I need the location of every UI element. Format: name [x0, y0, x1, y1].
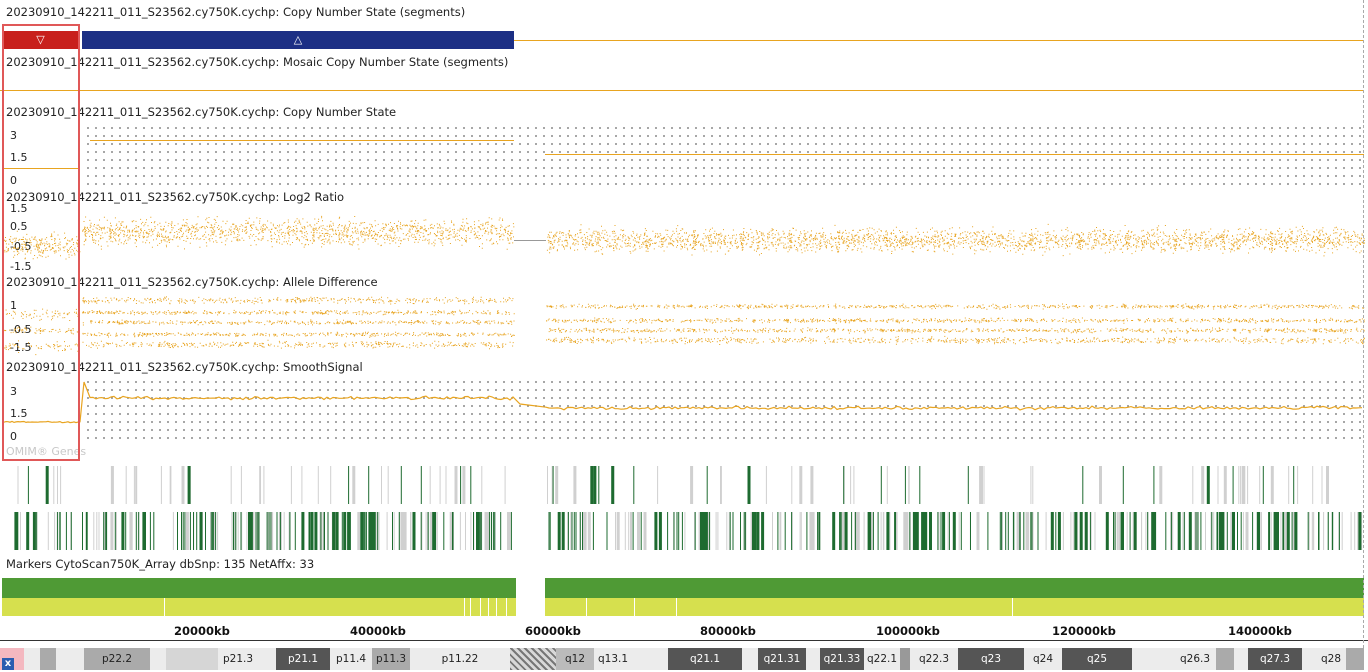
gene-track-bars [27, 466, 1295, 504]
ideogram-band[interactable]: p11.4 [330, 648, 372, 670]
close-icon[interactable]: x [2, 658, 14, 670]
ideogram-band[interactable] [56, 648, 84, 670]
ideogram-band[interactable]: q22.3 [910, 648, 958, 670]
ideogram-band[interactable]: p21.1 [276, 648, 330, 670]
ideogram-band[interactable]: p11.22 [410, 648, 510, 670]
ideogram-band[interactable]: q26.3 [1174, 648, 1216, 670]
ideogram-band[interactable] [1132, 648, 1174, 670]
log2-ratio-points [546, 223, 1365, 257]
ruler-label: 40000kb [350, 624, 406, 638]
ruler-label: 20000kb [174, 624, 230, 638]
marker-bar-dark [545, 578, 1364, 598]
log2-ratio-points [82, 215, 515, 250]
ideogram-band[interactable] [742, 648, 758, 670]
track-title-mosaic-segments: 20230910_142211_011_S23562.cy750K.cychp:… [6, 55, 509, 69]
markers-label: Markers CytoScan750K_Array dbSnp: 135 Ne… [6, 557, 315, 571]
ideogram-band[interactable]: q24 [1024, 648, 1062, 670]
cn-state-loss-line [4, 168, 78, 169]
ideogram-band[interactable]: q21.1 [668, 648, 742, 670]
ideogram-band[interactable] [1302, 648, 1316, 670]
ideogram-band[interactable]: q28 [1316, 648, 1346, 670]
ideogram-band[interactable] [40, 648, 56, 670]
allele-difference-points [546, 303, 1365, 345]
allele-axis-label: 1 [10, 299, 17, 312]
track-title-allele-difference: 20230910_142211_011_S23562.cy750K.cychp:… [6, 275, 378, 289]
cn-state-gain-line [90, 140, 514, 141]
marker-bar-light [545, 598, 1364, 616]
ideogram-band[interactable]: p11.3 [372, 648, 410, 670]
gene-track-bars [14, 512, 1362, 550]
allele-difference-points [82, 296, 515, 350]
ideogram-band[interactable] [24, 648, 40, 670]
track-title-cn-state: 20230910_142211_011_S23562.cy750K.cychp:… [6, 105, 397, 119]
allele-axis-label: -0.5 [10, 323, 32, 336]
track-title-smooth-signal: 20230910_142211_011_S23562.cy750K.cychp:… [6, 360, 363, 374]
track-title-cn-segments: 20230910_142211_011_S23562.cy750K.cychp:… [6, 5, 466, 19]
ideogram-centromere[interactable] [510, 648, 556, 670]
mosaic-baseline [0, 90, 1364, 91]
ideogram-band[interactable] [150, 648, 166, 670]
ruler-label: 60000kb [525, 624, 581, 638]
gene-track-bars [17, 466, 1329, 504]
ideogram-band[interactable] [1216, 648, 1234, 670]
smooth-axis-label: 0 [10, 430, 17, 443]
ideogram-band[interactable] [1234, 648, 1248, 670]
ruler-label: 80000kb [700, 624, 756, 638]
log2-axis-label: 1.5 [10, 202, 28, 215]
ideogram-band[interactable]: q21.33 [820, 648, 864, 670]
log2-axis-label: -0.5 [10, 240, 32, 253]
cn-state-normal-line [545, 154, 1364, 155]
cn-segment-baseline [514, 40, 1364, 41]
log2-gap-line [514, 240, 546, 241]
cn-axis-label: 3 [10, 129, 17, 142]
ideogram-band[interactable]: q13.1 [594, 648, 632, 670]
omim-genes-label: OMIM® Genes [6, 445, 87, 458]
ideogram-band[interactable] [632, 648, 668, 670]
log2-axis-label: 0.5 [10, 220, 28, 233]
ideogram-band[interactable]: q12 [556, 648, 594, 670]
ideogram-band[interactable]: q27.3 [1248, 648, 1302, 670]
ruler-label: 120000kb [1052, 624, 1116, 638]
viewport-edge [1363, 0, 1364, 648]
smooth-signal-line [3, 381, 1363, 424]
ideogram-band[interactable]: p21.3 [218, 648, 258, 670]
ideogram-band[interactable]: q23 [958, 648, 1024, 670]
cn-axis-label: 1.5 [10, 151, 28, 164]
selection-box[interactable] [2, 24, 80, 461]
ideogram-band[interactable]: q21.31 [758, 648, 806, 670]
cn-axis-label: 0 [10, 174, 17, 187]
loss-segment[interactable]: ▽ [3, 31, 78, 49]
ideogram-band[interactable] [806, 648, 820, 670]
gain-segment[interactable]: △ [82, 31, 514, 49]
gene-track-bars [15, 512, 1363, 550]
ideogram-band[interactable] [166, 648, 218, 670]
ideogram-band[interactable]: q25 [1062, 648, 1132, 670]
ideogram-band[interactable]: p22.2 [84, 648, 150, 670]
ideogram-band[interactable] [258, 648, 276, 670]
marker-bar-dark [2, 578, 516, 598]
smooth-signal-grid [84, 378, 1364, 442]
ideogram-band[interactable]: q22.1 [864, 648, 900, 670]
cn-state-grid [84, 124, 1364, 188]
ruler-label: 100000kb [876, 624, 940, 638]
ruler-label: 140000kb [1228, 624, 1292, 638]
ideogram-band[interactable] [900, 648, 910, 670]
ideogram-band[interactable] [1346, 648, 1364, 670]
marker-bar-light [2, 598, 516, 616]
ruler-line [0, 640, 1368, 641]
log2-axis-label: -1.5 [10, 260, 32, 273]
smooth-axis-label: 3 [10, 385, 17, 398]
smooth-axis-label: 1.5 [10, 407, 28, 420]
track-title-log2-ratio: 20230910_142211_011_S23562.cy750K.cychp:… [6, 190, 345, 204]
